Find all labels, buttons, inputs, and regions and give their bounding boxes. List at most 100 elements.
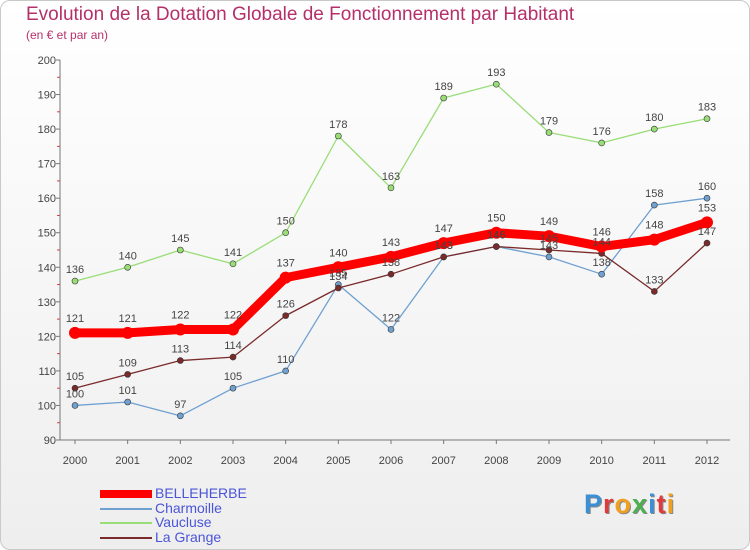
- x-tick-label: 2003: [221, 455, 245, 467]
- data-label-belleherbe: 153: [698, 202, 716, 214]
- data-point-belleherbe: [543, 230, 555, 243]
- chart-title: Evolution de la Dotation Globale de Fonc…: [26, 4, 575, 25]
- y-tick-label: 110: [38, 366, 56, 378]
- data-label-charmoille: 146: [487, 230, 505, 242]
- data-point-charmoille: [71, 402, 79, 409]
- data-label-la-grange: 145: [540, 233, 558, 245]
- data-label-vaucluse: 136: [66, 264, 84, 276]
- y-tick-label: 120: [38, 331, 56, 343]
- data-point-charmoille: [387, 326, 395, 333]
- data-label-la-grange: 114: [224, 340, 242, 352]
- data-point-vaucluse: [177, 246, 184, 254]
- data-label-belleherbe: 140: [329, 247, 347, 259]
- data-label-vaucluse: 178: [329, 119, 347, 131]
- data-label-la-grange: 109: [118, 357, 136, 369]
- data-point-belleherbe: [332, 261, 345, 274]
- legend-label: La Grange: [155, 528, 222, 545]
- legend-swatch: [100, 522, 152, 524]
- data-label-charmoille: 143: [434, 240, 452, 252]
- x-tick-label: 2009: [537, 455, 561, 467]
- data-point-charmoille: [703, 194, 711, 202]
- x-tick-label: 2001: [115, 455, 139, 467]
- legend-label: Vaucluse: [155, 514, 212, 530]
- data-label-belleherbe: 150: [487, 213, 505, 225]
- data-point-la-grange: [651, 288, 658, 295]
- x-tick-label: 2006: [379, 455, 403, 467]
- x-tick-label: 2000: [63, 455, 87, 467]
- data-point-belleherbe: [227, 323, 239, 336]
- data-point-belleherbe: [701, 216, 713, 229]
- y-tick-label: 100: [38, 400, 56, 412]
- data-label-charmoille: 110: [277, 354, 295, 366]
- data-point-vaucluse: [124, 263, 131, 271]
- data-point-la-grange: [703, 239, 711, 247]
- legend-swatch: [100, 507, 152, 510]
- data-point-belleherbe: [121, 326, 134, 339]
- data-label-charmoille: 138: [592, 257, 610, 269]
- data-label-charmoille: 100: [66, 388, 84, 400]
- data-point-charmoille: [124, 398, 131, 406]
- x-tick-label: 2008: [484, 455, 508, 467]
- data-label-la-grange: 147: [698, 226, 716, 238]
- data-point-la-grange: [493, 243, 500, 250]
- data-point-vaucluse: [282, 229, 289, 237]
- data-point-vaucluse: [598, 139, 605, 147]
- data-point-vaucluse: [493, 80, 500, 88]
- data-point-la-grange: [229, 353, 237, 361]
- data-point-vaucluse: [71, 277, 79, 285]
- y-tick-label: 180: [38, 124, 56, 136]
- data-point-charmoille: [229, 384, 237, 392]
- data-point-belleherbe: [595, 240, 608, 253]
- proxiti-logo: Proxiti: [584, 489, 676, 519]
- data-label-la-grange: 143: [434, 240, 452, 252]
- data-point-vaucluse: [440, 94, 447, 102]
- data-point-vaucluse: [335, 132, 342, 140]
- data-point-vaucluse: [545, 129, 553, 136]
- data-point-la-grange: [440, 253, 447, 261]
- legend-swatch: [100, 536, 152, 539]
- data-point-la-grange: [177, 357, 184, 364]
- legend-label: BELLEHERBE: [155, 485, 247, 501]
- x-tick-label: 2012: [695, 455, 719, 467]
- data-point-la-grange: [71, 384, 79, 392]
- data-label-belleherbe: 122: [224, 309, 242, 321]
- data-point-la-grange: [387, 270, 395, 278]
- x-tick-label: 2007: [431, 455, 455, 467]
- data-point-belleherbe: [174, 323, 187, 336]
- data-label-charmoille: 101: [118, 385, 136, 397]
- y-tick-label: 160: [38, 193, 56, 205]
- y-tick-label: 140: [38, 262, 56, 274]
- data-label-vaucluse: 140: [118, 250, 136, 262]
- series-line-charmoille: [74, 197, 708, 417]
- data-label-charmoille: 135: [329, 268, 347, 280]
- x-tick-label: 2002: [168, 455, 192, 467]
- y-tick-label: 90: [44, 435, 56, 447]
- data-point-belleherbe: [385, 250, 397, 263]
- data-point-vaucluse: [229, 260, 237, 268]
- data-point-la-grange: [124, 371, 131, 378]
- data-point-la-grange: [545, 246, 553, 254]
- data-point-vaucluse: [703, 115, 711, 123]
- data-label-la-grange: 113: [172, 344, 190, 356]
- legend-label: Charmoille: [155, 499, 222, 516]
- data-label-la-grange: 134: [329, 271, 347, 283]
- data-label-belleherbe: 148: [645, 220, 663, 232]
- data-point-charmoille: [177, 412, 184, 420]
- data-label-charmoille: 97: [174, 399, 186, 411]
- data-point-belleherbe: [648, 233, 661, 246]
- data-point-belleherbe: [490, 226, 503, 239]
- data-label-vaucluse: 141: [224, 247, 242, 259]
- data-point-charmoille: [651, 201, 658, 209]
- data-label-vaucluse: 163: [382, 171, 400, 183]
- data-label-vaucluse: 150: [276, 216, 294, 228]
- data-label-la-grange: 138: [382, 257, 400, 269]
- data-label-belleherbe: 121: [118, 313, 136, 325]
- y-tick-label: 130: [38, 297, 56, 309]
- y-tick-label: 170: [38, 159, 56, 171]
- y-tick-label: 190: [38, 90, 56, 102]
- x-tick-label: 2011: [643, 455, 667, 467]
- data-point-vaucluse: [651, 125, 658, 133]
- x-tick-label: 2010: [589, 455, 613, 467]
